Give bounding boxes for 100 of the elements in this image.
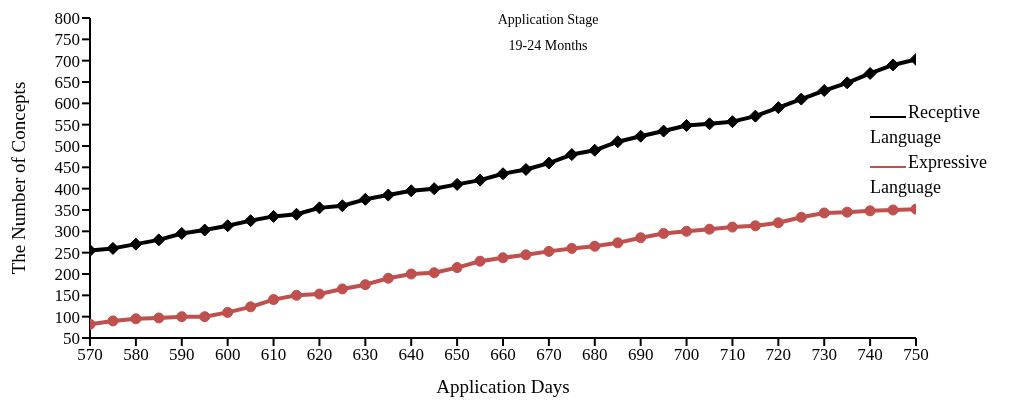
- legend-label: Receptive Language: [870, 102, 980, 147]
- y-tick-label: 100: [54, 307, 80, 327]
- x-tick-label: 630: [352, 345, 379, 365]
- point: [519, 162, 533, 176]
- x-tick-label: 600: [214, 345, 241, 365]
- point: [221, 219, 235, 233]
- point: [772, 217, 784, 229]
- point: [635, 232, 647, 244]
- y-tick-label: 800: [54, 9, 80, 29]
- y-tick-label: 600: [54, 94, 80, 114]
- x-tick-label: 610: [260, 345, 287, 365]
- legend-label: Expressive Language: [870, 152, 987, 197]
- point: [381, 188, 395, 202]
- point: [497, 252, 509, 264]
- point: [794, 92, 808, 106]
- y-tick-label: 400: [54, 179, 80, 199]
- point: [703, 117, 716, 131]
- point: [886, 58, 900, 72]
- point: [748, 109, 762, 123]
- point: [725, 115, 739, 129]
- x-tick-label: 710: [719, 345, 746, 365]
- point: [405, 268, 417, 280]
- x-tick-label: 650: [444, 345, 470, 365]
- point: [887, 204, 899, 216]
- point: [107, 315, 119, 327]
- y-tick-label: 500: [54, 137, 80, 157]
- point: [658, 227, 670, 239]
- y-tick-label: 300: [54, 222, 80, 242]
- chart-title: Application Stage: [496, 12, 600, 28]
- point: [612, 237, 624, 249]
- point: [589, 240, 601, 252]
- x-tick-label: 670: [536, 345, 562, 365]
- point: [817, 84, 831, 98]
- point: [543, 245, 555, 257]
- point: [474, 255, 486, 267]
- point: [358, 192, 372, 206]
- point: [841, 206, 853, 218]
- x-tick-label: 640: [398, 345, 424, 365]
- x-tick-label: 580: [123, 345, 149, 365]
- point: [198, 223, 212, 237]
- point: [611, 135, 625, 149]
- point: [199, 311, 211, 323]
- y-tick-label: 200: [54, 265, 80, 285]
- y-tick-label: 650: [54, 73, 80, 93]
- point: [153, 312, 165, 324]
- point: [175, 226, 189, 240]
- point: [749, 220, 761, 232]
- y-tick-label: 150: [54, 286, 80, 306]
- x-tick-label: 750: [903, 345, 929, 365]
- point: [244, 214, 258, 228]
- point: [771, 101, 785, 115]
- point: [795, 211, 807, 223]
- point: [726, 221, 738, 233]
- y-tick-label: 50: [63, 329, 80, 349]
- y-tick-label: 700: [54, 51, 80, 71]
- x-axis-title: Application Days: [436, 376, 570, 397]
- point: [222, 306, 234, 318]
- point: [840, 76, 854, 90]
- point: [313, 288, 325, 300]
- point: [450, 177, 464, 191]
- point: [291, 289, 302, 301]
- point: [312, 201, 326, 215]
- point: [427, 182, 441, 196]
- x-tick-label: 620: [306, 345, 333, 365]
- x-tick-label: 700: [673, 345, 700, 365]
- text: 19-24 Months: [507, 38, 589, 54]
- point: [268, 294, 280, 306]
- point: [657, 124, 671, 138]
- x-tick-label: 690: [627, 345, 654, 365]
- x-tick-label: 730: [811, 345, 837, 365]
- y-tick-label: 350: [54, 201, 80, 221]
- point: [382, 272, 394, 284]
- y-tick-label: 450: [54, 158, 80, 178]
- point: [863, 66, 877, 80]
- point: [106, 241, 120, 255]
- point: [680, 119, 694, 133]
- y-tick-label: 550: [54, 115, 80, 135]
- point: [588, 143, 602, 157]
- point: [451, 262, 463, 274]
- point: [864, 205, 876, 217]
- x-tick-label: 740: [857, 345, 883, 365]
- point: [245, 301, 257, 313]
- point: [520, 249, 532, 261]
- x-tick-label: 570: [77, 345, 103, 365]
- point: [404, 184, 418, 198]
- y-tick-label: 250: [54, 243, 80, 263]
- point: [681, 225, 693, 237]
- point: [428, 267, 440, 279]
- x-tick-label: 680: [582, 345, 608, 365]
- x-tick-label: 720: [765, 345, 792, 365]
- y-tick-label: 750: [54, 30, 80, 50]
- point: [152, 233, 166, 247]
- point: [290, 207, 303, 221]
- point: [336, 283, 348, 295]
- point: [129, 237, 143, 251]
- point: [704, 223, 715, 235]
- point: [176, 311, 188, 323]
- x-tick-label: 590: [169, 345, 195, 365]
- x-tick-label: 660: [490, 345, 516, 365]
- y-axis-title: The Number of Concepts: [7, 81, 29, 275]
